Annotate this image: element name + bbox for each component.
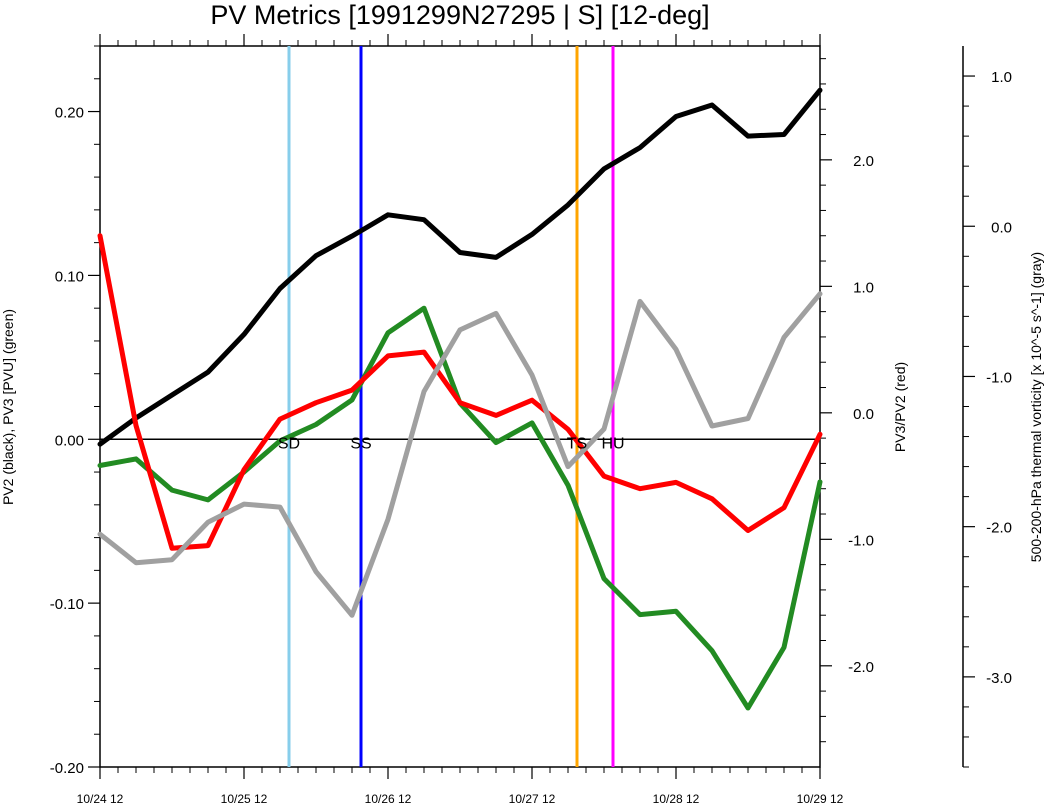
axes-layer: 10/24 12 10/25 12 10/26 12 10/27 12 10/28 12… [50, 34, 1012, 805]
right-tick-label: -2.0 [848, 659, 874, 676]
x-tick-label: 10/26 12 [365, 792, 412, 805]
right-tick-label: -1.0 [848, 532, 874, 549]
left-tick-label: 0.10 [55, 268, 84, 285]
far-right-tick-label: -1.0 [986, 369, 1012, 386]
left-tick-label: 0.00 [55, 432, 84, 449]
x-tick-label: 10/24 12 [77, 792, 124, 805]
x-tick-label: 10/25 12 [221, 792, 268, 805]
marker-label-sd: SD [278, 435, 300, 452]
series-line-3 [97, 291, 823, 618]
series-layer [97, 87, 823, 711]
far-right-tick-label: 0.0 [991, 219, 1012, 236]
far-right-tick-label: -2.0 [986, 520, 1012, 537]
series-line-2 [97, 233, 823, 551]
left-tick-label: -0.20 [50, 760, 84, 777]
x-tick-label: 10/29 12 [797, 792, 844, 805]
far-right-tick-label: -3.0 [986, 670, 1012, 687]
right-tick-label: 1.0 [853, 279, 874, 296]
right-axis-label: PV3/PV2 (red) [892, 362, 908, 452]
far-right-tick-label: 1.0 [991, 69, 1012, 86]
left-axis-label: PV2 (black), PV3 [PVU] (green) [0, 309, 16, 505]
x-tick-label: 10/28 12 [653, 792, 700, 805]
marker-label-hu: HU [601, 435, 624, 452]
x-tick-label: 10/27 12 [509, 792, 556, 805]
left-tick-label: -0.10 [50, 596, 84, 613]
marker-labels-layer: SD SS TS HU [278, 435, 625, 452]
series-line-1 [97, 305, 823, 711]
marker-label-ss: SS [350, 435, 371, 452]
series-line-0 [97, 87, 823, 447]
left-tick-label: 0.20 [55, 105, 84, 122]
chart-title: PV Metrics [1991299N27295 | S] [12-deg] [210, 0, 709, 30]
markers-layer [287, 46, 615, 767]
right-tick-label: 0.0 [853, 406, 874, 423]
far-right-axis-label: 500-200-hPa thermal vorticity [x 10^-5 s… [1028, 252, 1044, 562]
right-tick-label: 2.0 [853, 153, 874, 170]
marker-label-ts: TS [567, 435, 587, 452]
